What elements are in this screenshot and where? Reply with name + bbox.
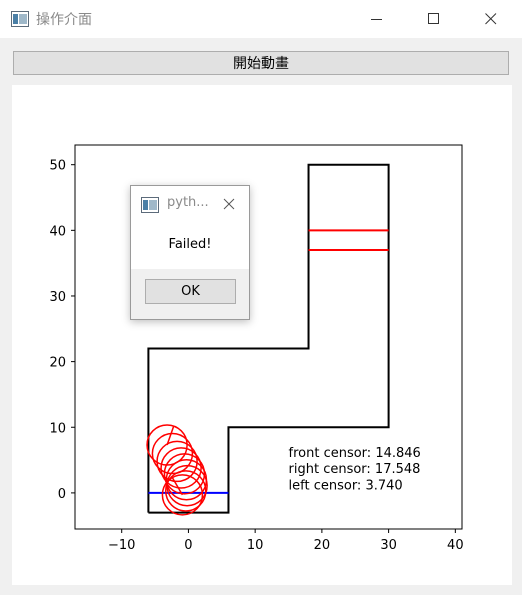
y-tick-label: 0: [58, 487, 66, 502]
maximize-icon: [428, 13, 439, 24]
dialog-body: pyth... Failed!: [131, 186, 249, 269]
x-tick-label: 40: [447, 538, 464, 553]
dialog-close-icon[interactable]: [221, 196, 237, 212]
car-position-circle: [160, 447, 202, 489]
car-position-circle: [151, 432, 194, 475]
ok-button[interactable]: OK: [145, 279, 236, 304]
car-position-circle: [156, 440, 198, 483]
y-tick-label: 10: [49, 421, 66, 436]
track-plot: −10 0 10 20 30 40 0 10 20 30 40 50 front censor: 14.…: [49, 144, 464, 553]
maximize-button[interactable]: [411, 0, 457, 38]
car-heading-line: [171, 477, 184, 496]
x-tick-label: 10: [247, 538, 264, 553]
x-tick-label: 0: [184, 538, 192, 553]
x-tick-label: 30: [380, 538, 397, 553]
minimize-icon: [371, 19, 382, 20]
start-animation-button[interactable]: 開始動畫: [13, 51, 509, 75]
y-tick-label: 40: [49, 224, 66, 239]
x-tick-label: −10: [108, 538, 135, 553]
car-position-circle: [164, 470, 207, 512]
dialog-message: Failed!: [168, 237, 212, 252]
minimize-button[interactable]: [354, 0, 400, 38]
dialog-title: pyth...: [167, 195, 209, 210]
close-button[interactable]: [468, 0, 514, 38]
window-title: 操作介面: [36, 12, 92, 28]
x-tick-label: 20: [314, 538, 331, 553]
message-dialog: pyth... Failed! OK: [130, 185, 250, 320]
y-tick-label: 50: [49, 159, 66, 174]
car-position-circle: [163, 453, 206, 495]
car-position-circle: [161, 474, 204, 516]
app-window-icon: [11, 11, 29, 27]
sensor-annotation: front censor: 14.846: [289, 446, 421, 461]
sensor-annotation: right censor: 17.548: [289, 462, 421, 477]
y-tick-label: 20: [49, 356, 66, 371]
sensor-annotation: left censor: 3.740: [289, 479, 403, 494]
close-icon: [485, 13, 497, 25]
title-bar: 操作介面: [0, 0, 522, 38]
plot-canvas: −10 0 10 20 30 40 0 10 20 30 40 50 front censor: 14.…: [12, 85, 512, 585]
axes-frame: [74, 144, 463, 530]
y-tick-label: 30: [49, 290, 66, 305]
track-outline: [147, 163, 390, 514]
car-heading-line: [166, 425, 175, 446]
app-window-icon: [141, 197, 159, 213]
